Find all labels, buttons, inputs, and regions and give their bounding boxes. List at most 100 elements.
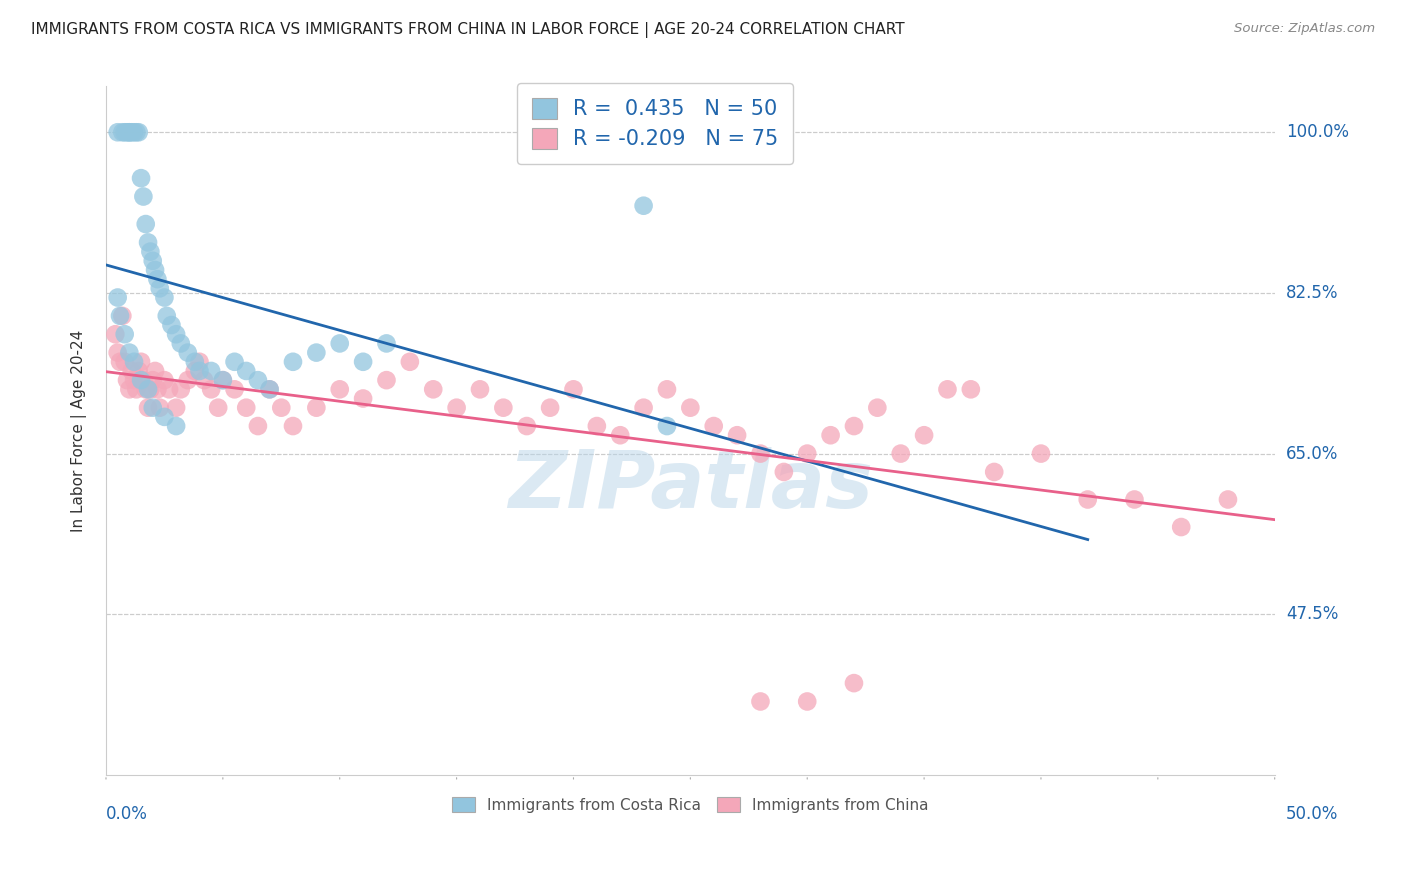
Point xyxy=(111,125,134,139)
Point xyxy=(107,345,129,359)
Point xyxy=(796,694,818,708)
Text: Source: ZipAtlas.com: Source: ZipAtlas.com xyxy=(1234,22,1375,36)
Point xyxy=(200,382,222,396)
Point xyxy=(136,382,159,396)
Point xyxy=(149,401,172,415)
Point xyxy=(139,382,162,396)
Text: 65.0%: 65.0% xyxy=(1286,444,1339,463)
Point xyxy=(212,373,235,387)
Point xyxy=(118,345,141,359)
Point xyxy=(270,401,292,415)
Point xyxy=(1216,492,1239,507)
Point xyxy=(246,373,269,387)
Point xyxy=(375,373,398,387)
Point xyxy=(1077,492,1099,507)
Point xyxy=(160,318,183,332)
Point xyxy=(188,364,211,378)
Point xyxy=(375,336,398,351)
Point xyxy=(1170,520,1192,534)
Point xyxy=(153,409,176,424)
Point xyxy=(121,125,143,139)
Point xyxy=(107,291,129,305)
Point xyxy=(468,382,491,396)
Point xyxy=(132,373,155,387)
Point xyxy=(165,419,187,434)
Point xyxy=(122,125,145,139)
Text: 50.0%: 50.0% xyxy=(1286,805,1339,823)
Legend: Immigrants from Costa Rica, Immigrants from China: Immigrants from Costa Rica, Immigrants f… xyxy=(446,790,935,819)
Point xyxy=(188,355,211,369)
Point xyxy=(142,401,165,415)
Point xyxy=(114,355,136,369)
Point xyxy=(136,235,159,250)
Point xyxy=(142,373,165,387)
Point xyxy=(235,401,257,415)
Point xyxy=(200,364,222,378)
Point xyxy=(329,336,352,351)
Point xyxy=(128,364,150,378)
Point xyxy=(633,199,655,213)
Point xyxy=(184,355,207,369)
Point xyxy=(305,401,328,415)
Point xyxy=(538,401,561,415)
Point xyxy=(399,355,422,369)
Point xyxy=(749,447,772,461)
Point xyxy=(128,125,150,139)
Point xyxy=(156,309,179,323)
Point xyxy=(146,382,169,396)
Point xyxy=(235,364,257,378)
Point xyxy=(108,309,131,323)
Point xyxy=(773,465,796,479)
Point xyxy=(936,382,959,396)
Point xyxy=(655,419,678,434)
Point xyxy=(165,401,187,415)
Point xyxy=(122,355,145,369)
Point xyxy=(153,373,176,387)
Point xyxy=(193,373,215,387)
Point xyxy=(912,428,935,442)
Point xyxy=(118,382,141,396)
Text: ZIPatlas: ZIPatlas xyxy=(508,447,873,524)
Point xyxy=(842,676,865,690)
Point xyxy=(129,355,152,369)
Point xyxy=(749,694,772,708)
Point xyxy=(157,382,180,396)
Point xyxy=(329,382,352,396)
Point xyxy=(725,428,748,442)
Point xyxy=(352,392,374,406)
Point xyxy=(139,244,162,259)
Point xyxy=(118,125,141,139)
Point xyxy=(129,171,152,186)
Point xyxy=(104,327,127,342)
Point xyxy=(125,125,148,139)
Point xyxy=(446,401,468,415)
Point xyxy=(149,281,172,295)
Point xyxy=(224,382,246,396)
Point xyxy=(1029,447,1052,461)
Point xyxy=(246,419,269,434)
Point xyxy=(135,217,157,231)
Point xyxy=(983,465,1005,479)
Point xyxy=(842,419,865,434)
Point xyxy=(655,382,678,396)
Point xyxy=(129,373,152,387)
Point xyxy=(132,189,155,203)
Point xyxy=(143,364,166,378)
Point xyxy=(107,125,129,139)
Point xyxy=(142,253,165,268)
Point xyxy=(1123,492,1146,507)
Point xyxy=(165,327,187,342)
Point xyxy=(422,382,444,396)
Text: IMMIGRANTS FROM COSTA RICA VS IMMIGRANTS FROM CHINA IN LABOR FORCE | AGE 20-24 C: IMMIGRANTS FROM COSTA RICA VS IMMIGRANTS… xyxy=(31,22,904,38)
Point xyxy=(114,125,136,139)
Point xyxy=(586,419,609,434)
Point xyxy=(212,373,235,387)
Point xyxy=(111,309,134,323)
Point xyxy=(281,419,304,434)
Point xyxy=(703,419,725,434)
Point xyxy=(281,355,304,369)
Point xyxy=(122,373,145,387)
Point xyxy=(135,382,157,396)
Point xyxy=(224,355,246,369)
Point xyxy=(259,382,281,396)
